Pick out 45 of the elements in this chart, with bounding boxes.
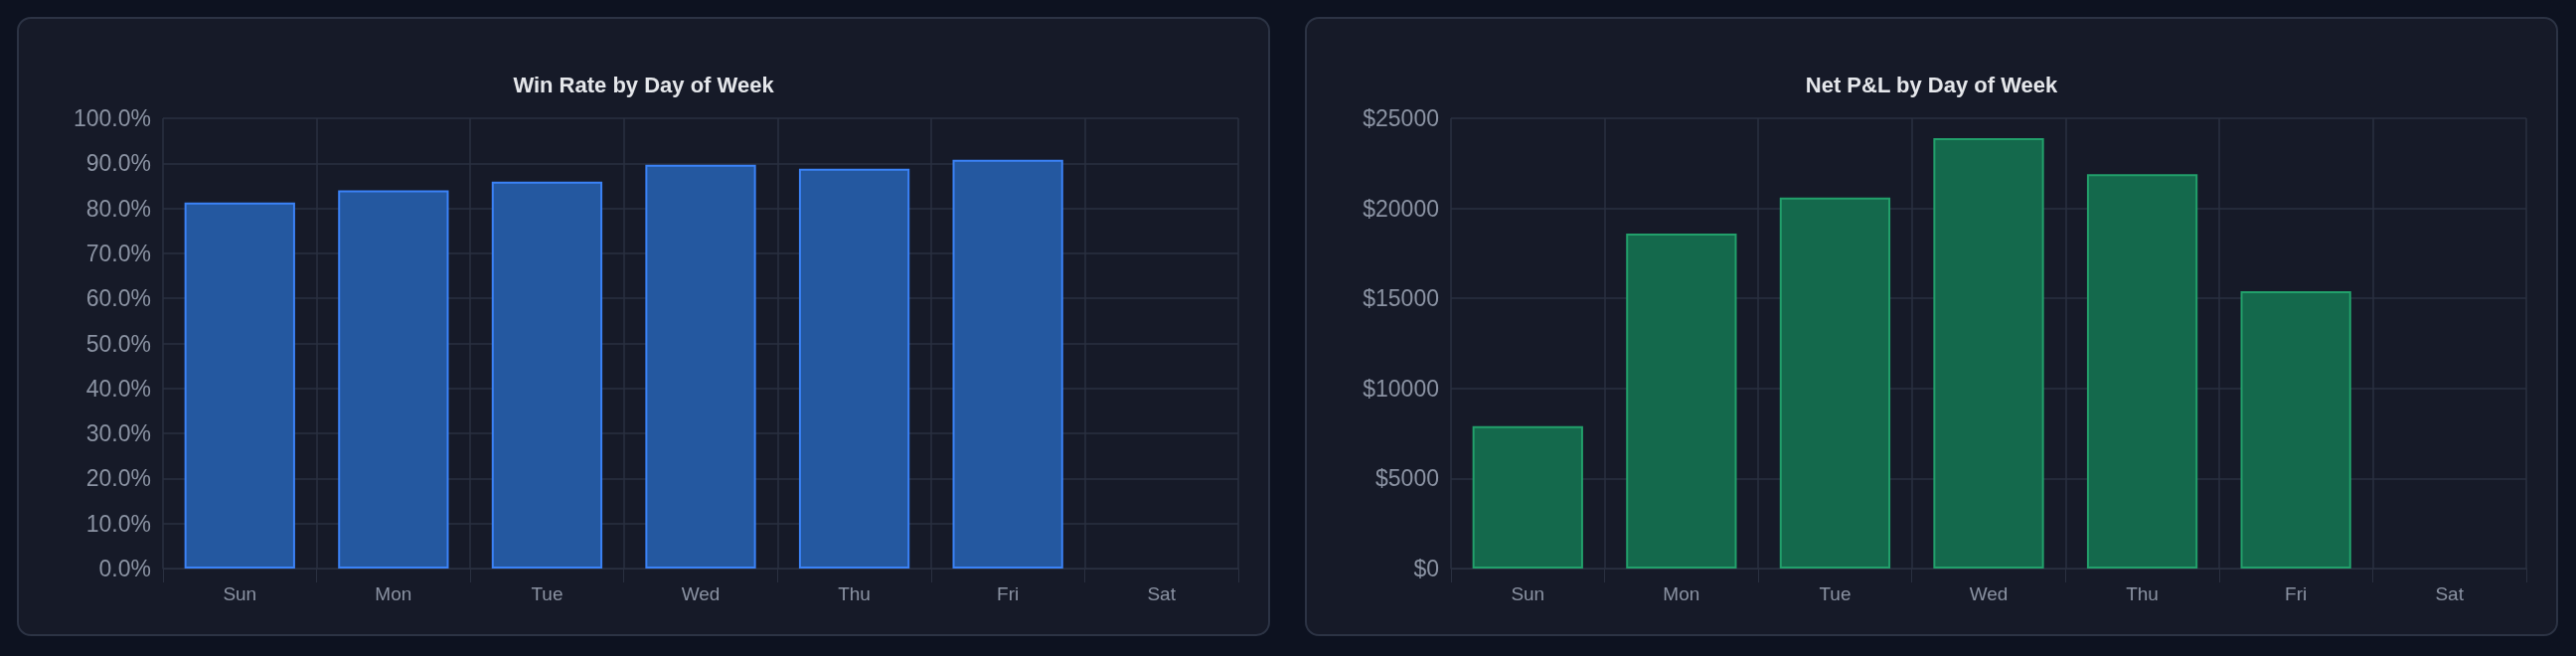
y-tick-label: 60.0% xyxy=(85,285,151,312)
x-tick-label: Sat xyxy=(2435,583,2465,604)
bar xyxy=(1472,425,1583,569)
x-tick-label: Tue xyxy=(1819,583,1852,604)
chart-title: Net P&L by Day of Week xyxy=(1805,72,2059,97)
bar xyxy=(491,181,603,569)
y-tick-label: 0.0% xyxy=(98,556,151,581)
x-tick-label: Fri xyxy=(2285,583,2308,604)
y-tick-label: 100.0% xyxy=(73,105,151,131)
x-tick-label: Sun xyxy=(1511,583,1545,604)
y-tick-label: 20.0% xyxy=(85,465,151,492)
bar xyxy=(1779,197,1891,569)
x-tick-label: Sun xyxy=(223,583,257,604)
y-tick-label: $25000 xyxy=(1363,105,1439,131)
y-tick-label: 70.0% xyxy=(85,240,151,266)
bar xyxy=(1933,137,2044,569)
x-tick-label: Mon xyxy=(375,583,412,604)
bar xyxy=(2086,174,2198,569)
y-tick-label: $5000 xyxy=(1375,465,1439,492)
y-tick-label: 90.0% xyxy=(85,150,151,177)
y-tick-label: 10.0% xyxy=(85,510,151,537)
bar xyxy=(952,159,1063,569)
y-tick-label: $0 xyxy=(1413,556,1439,581)
y-tick-label: $10000 xyxy=(1363,375,1439,402)
bar xyxy=(1626,233,1737,569)
x-tick-label: Thu xyxy=(838,583,871,604)
y-tick-label: $15000 xyxy=(1363,285,1439,312)
x-tick-label: Sat xyxy=(1147,583,1177,604)
x-tick-label: Wed xyxy=(1969,583,2009,604)
x-tick-label: Thu xyxy=(2126,583,2159,604)
y-tick-label: 40.0% xyxy=(85,375,151,402)
bar xyxy=(798,168,910,569)
y-tick-label: 30.0% xyxy=(85,420,151,447)
chart-title: Win Rate by Day of Week xyxy=(513,72,775,97)
bar xyxy=(645,164,756,569)
x-tick-label: Tue xyxy=(531,583,564,604)
y-tick-label: 50.0% xyxy=(85,330,151,357)
y-tick-label: $20000 xyxy=(1363,195,1439,222)
bar xyxy=(2240,290,2351,569)
y-tick-label: 80.0% xyxy=(85,195,151,222)
bar xyxy=(184,202,295,569)
x-tick-label: Fri xyxy=(997,583,1020,604)
bar xyxy=(338,190,449,569)
x-tick-label: Mon xyxy=(1663,583,1700,604)
x-tick-label: Wed xyxy=(681,583,721,604)
